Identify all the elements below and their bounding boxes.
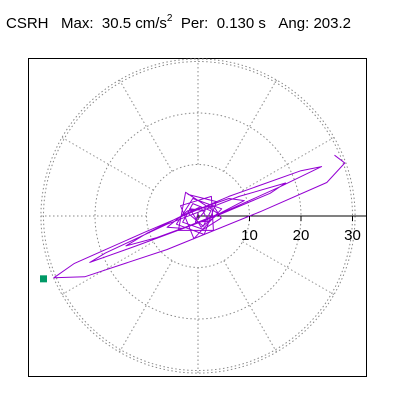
orbit-trace-1 [53, 154, 346, 279]
radial-ticks: 10 20 30 [241, 216, 361, 244]
plot-frame [28, 58, 367, 377]
period-value: 0.130 s [216, 15, 266, 32]
grid-spoke-330 [242, 241, 335, 295]
grid-spoke-60 [223, 79, 277, 172]
grid-spoke-120 [119, 79, 173, 172]
tick-label-10: 10 [241, 227, 258, 244]
angle-value: 203.2 [313, 15, 351, 32]
period-label: Per: [180, 15, 209, 32]
grid-spoke-210 [61, 241, 154, 295]
peak-marker [40, 275, 47, 283]
tick-label-20: 20 [293, 227, 310, 244]
header: CSRH Max: 30.5 cm/s2 Per: 0.130 s Ang: 2… [6, 13, 351, 36]
max-value: 30.5 cm/s [101, 15, 167, 32]
peak-marker-square [40, 275, 47, 283]
max-unit-exponent: 2 [166, 13, 173, 24]
max-label: Max: [61, 15, 94, 32]
station-code: CSRH [6, 15, 49, 32]
grid-spoke-300 [223, 260, 277, 353]
tick-label-30: 30 [344, 227, 361, 244]
grid-spoke-150 [61, 137, 154, 191]
grid-spoke-30 [242, 137, 335, 191]
orbit-trace-2 [175, 191, 223, 240]
orbit-traces [53, 154, 346, 279]
angle-label: Ang: [278, 15, 310, 32]
grid-spoke-240 [119, 260, 173, 353]
